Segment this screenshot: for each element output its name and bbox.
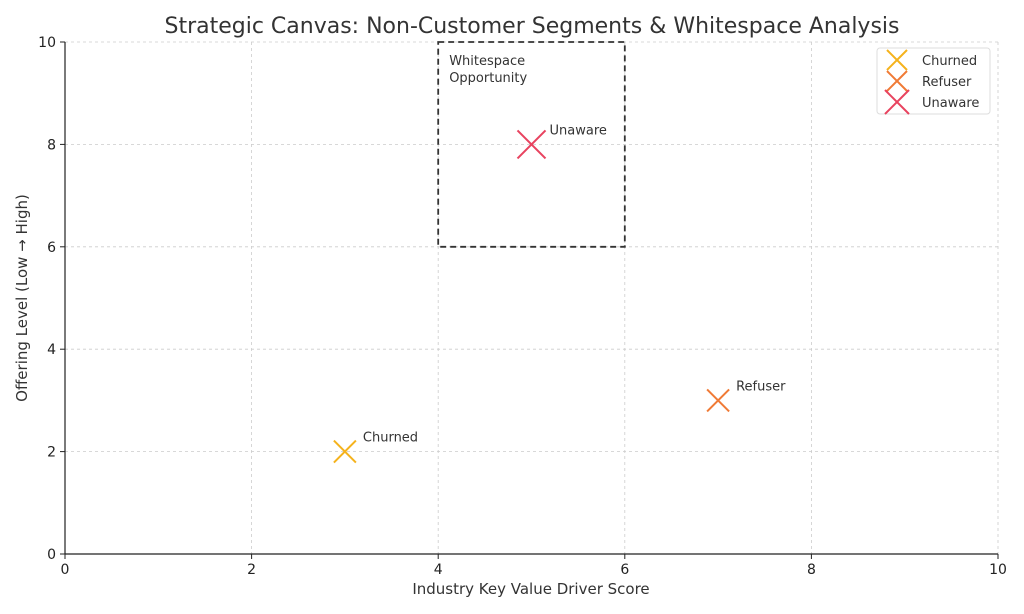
axes (64, 42, 998, 555)
x-tick-label: 6 (620, 562, 629, 578)
tick-labels: 0 2 4 6 8 10 0 2 4 6 8 10 (38, 35, 1007, 578)
x-tick-label: 10 (989, 562, 1007, 578)
x-tick-label: 0 (61, 562, 70, 578)
legend-label-refuser: Refuser (922, 75, 972, 90)
x-tick-label: 8 (807, 562, 816, 578)
y-tick-label: 8 (47, 137, 56, 153)
chart-title: Strategic Canvas: Non-Customer Segments … (164, 14, 899, 39)
y-tick-label: 10 (38, 35, 56, 51)
y-tick-label: 2 (47, 445, 56, 461)
y-tick-label: 0 (47, 547, 56, 563)
y-tick-label: 6 (47, 240, 56, 256)
whitespace-label: Opportunity (449, 71, 527, 86)
point-refuser (706, 388, 730, 413)
whitespace-region: Whitespace Opportunity (437, 41, 626, 248)
legend-marker-unaware (884, 89, 910, 115)
point-unaware (516, 129, 547, 160)
x-tick-label: 2 (247, 562, 256, 578)
grid (65, 41, 999, 554)
whitespace-rectangle (437, 41, 626, 248)
point-churned (333, 439, 357, 464)
data-points: Churned Refuser Unaware (333, 123, 786, 464)
y-tick-label: 4 (47, 342, 56, 358)
whitespace-label: Whitespace (449, 54, 525, 69)
legend: Churned Refuser Unaware (876, 47, 991, 115)
point-label-unaware: Unaware (550, 123, 607, 138)
y-axis-label: Offering Level (Low → High) (13, 194, 31, 402)
legend-label-churned: Churned (922, 54, 977, 69)
point-label-refuser: Refuser (736, 379, 786, 394)
legend-box (876, 47, 991, 115)
x-tick-label: 4 (434, 562, 443, 578)
legend-marker-refuser (886, 70, 908, 92)
legend-label-unaware: Unaware (922, 96, 979, 111)
point-label-churned: Churned (363, 431, 418, 446)
legend-marker-churned (886, 49, 908, 71)
x-axis-label: Industry Key Value Driver Score (412, 580, 649, 598)
